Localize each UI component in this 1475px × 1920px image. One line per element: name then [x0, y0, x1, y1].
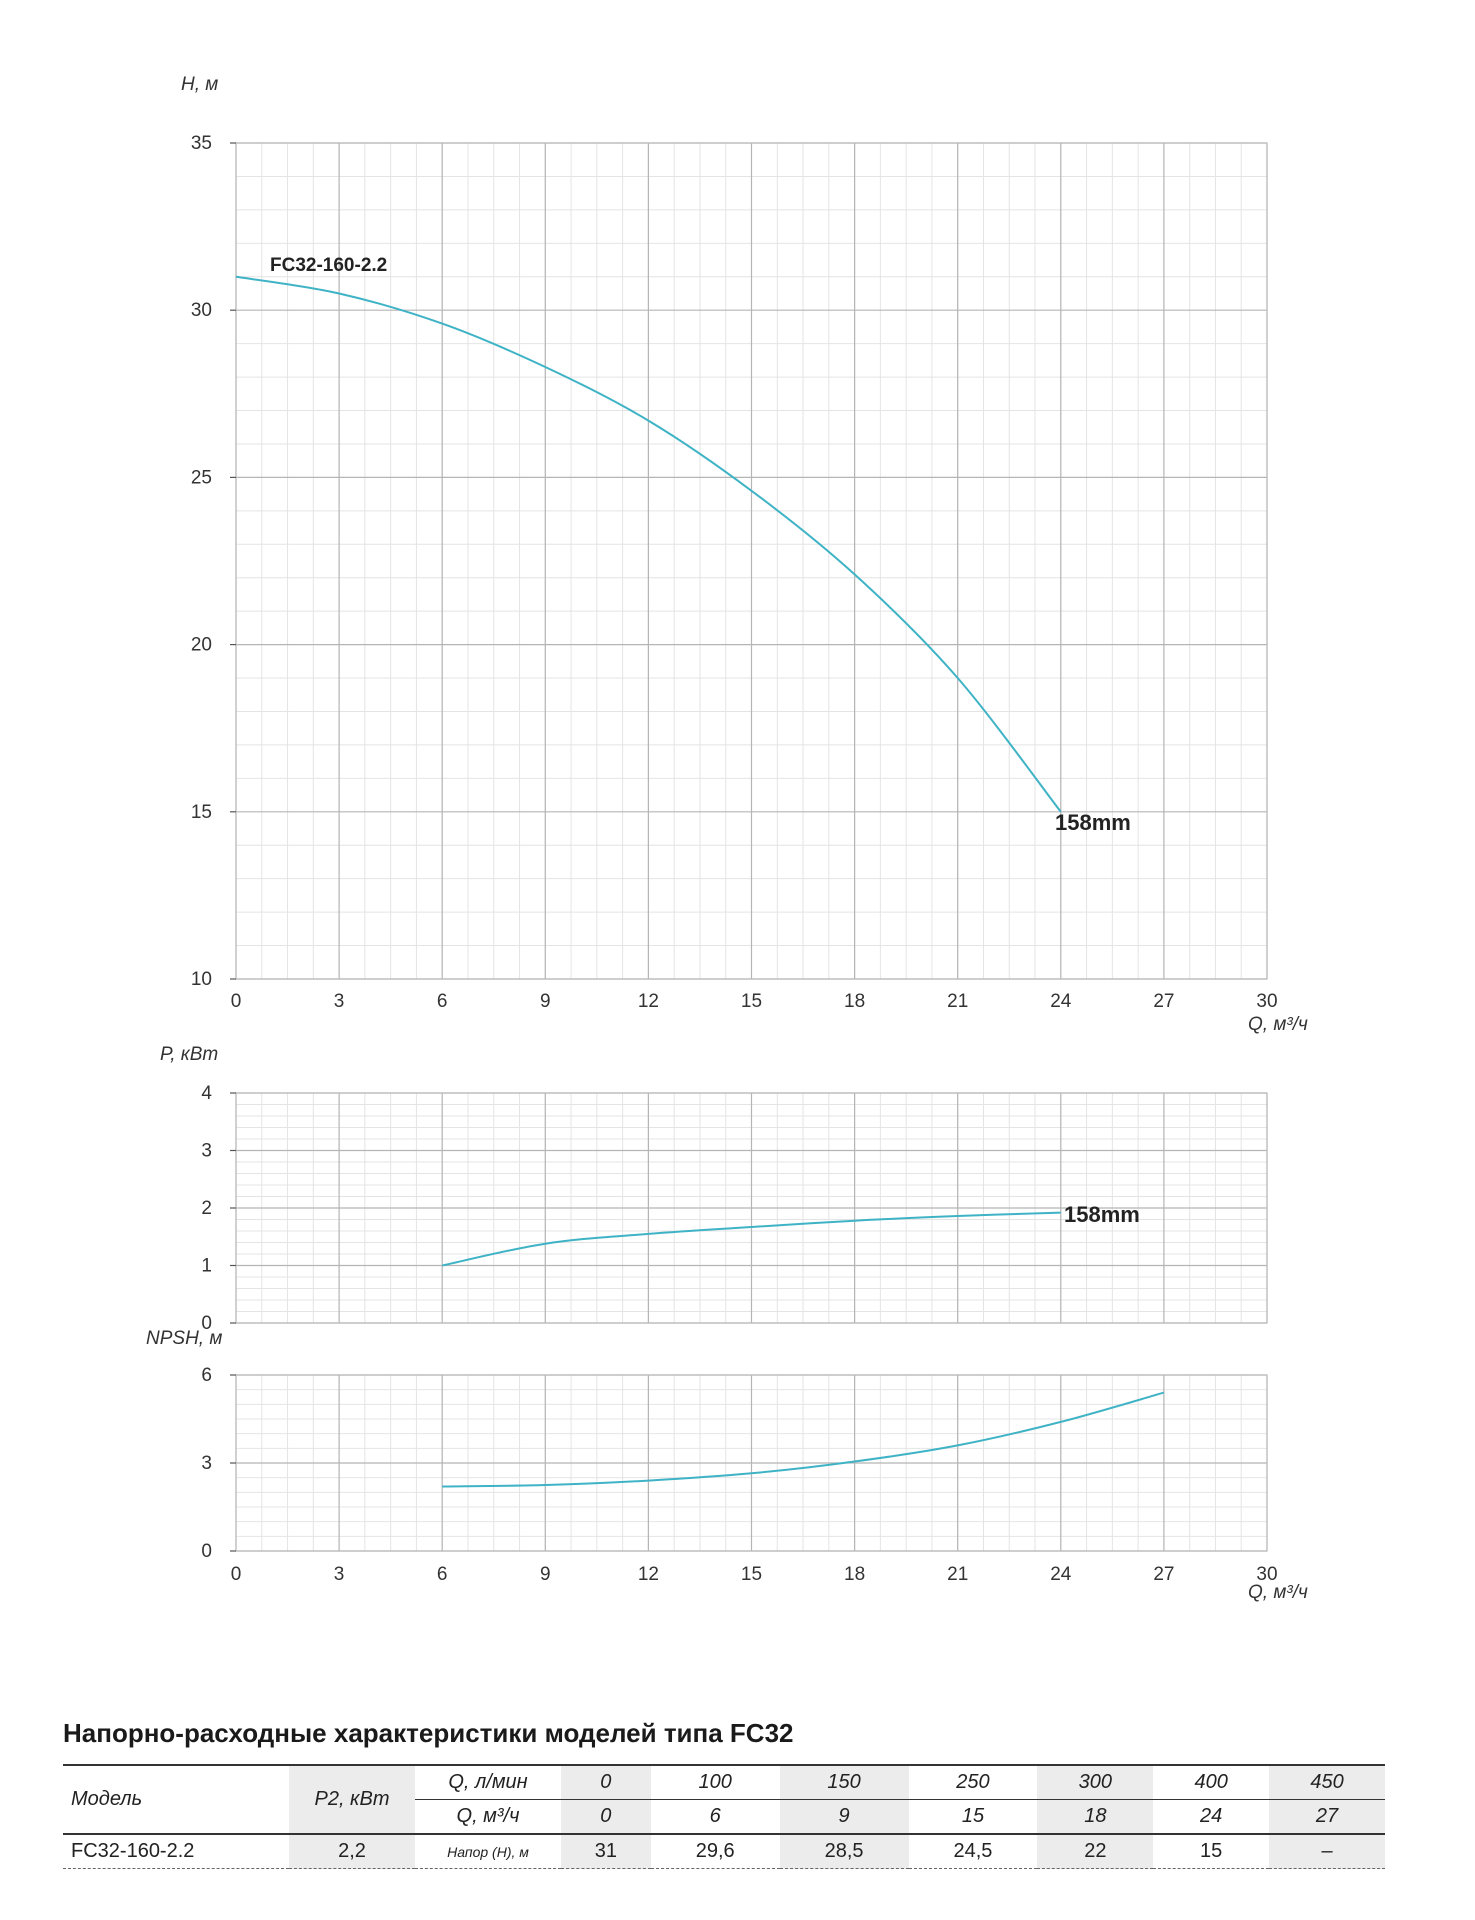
y-tick-label: 3	[201, 1453, 212, 1474]
x-tick-label: 3	[334, 991, 345, 1012]
y-tick-label: 10	[191, 969, 212, 990]
model-label: FC32-160-2.2	[270, 255, 387, 276]
y-tick-label: 25	[191, 467, 212, 488]
power-chart: P, кВт 0 1 2 3 4 158mm	[160, 1044, 1268, 1334]
q-m3h-cell: 15	[908, 1799, 1038, 1834]
x-tick-label: 3	[334, 1564, 345, 1585]
head-x-axis-label: Q, м³/ч	[1248, 1014, 1308, 1035]
x-tick-label: 12	[638, 1564, 659, 1585]
y-tick-label: 4	[201, 1083, 212, 1104]
power-cell: 2,2	[289, 1833, 415, 1869]
y-tick-label: 1	[201, 1256, 212, 1277]
x-tick-label: 6	[437, 1564, 448, 1585]
table-header-row-q-m3h: Q, м³/ч 0 6 9 15 18 24 27	[63, 1799, 1385, 1834]
y-tick-label: 35	[191, 133, 212, 154]
model-cell: FC32-160-2.2	[63, 1833, 289, 1869]
y-tick-label: 2	[201, 1198, 212, 1219]
section-title: Напорно-расходные характеристики моделей…	[63, 1718, 794, 1748]
table-header-row-q-lmin: Модель P2, кВт Q, л/мин 0 100 150 250 30…	[63, 1764, 1385, 1834]
head-chart: H, м 0 3 6 9 12 15 18 21 24 27 30 10 15 20 25 30 35 FC3…	[181, 74, 1308, 1035]
x-tick-label: 24	[1050, 991, 1072, 1012]
head-cell: 15	[1153, 1833, 1270, 1869]
head-curve-158mm	[235, 275, 1062, 813]
q-lmin-row-label: Q, л/мин	[415, 1764, 561, 1800]
x-tick-label: 18	[844, 1564, 865, 1585]
y-tick-label: 6	[201, 1365, 212, 1386]
head-cell: 24,5	[908, 1833, 1038, 1869]
power-column-header: P2, кВт	[289, 1764, 415, 1834]
q-lmin-cell: 400	[1153, 1764, 1270, 1800]
q-m3h-row-label: Q, м³/ч	[415, 1799, 561, 1834]
performance-table: Модель P2, кВт Q, л/мин 0 100 150 250 30…	[63, 1764, 1385, 1869]
q-m3h-cell: 27	[1269, 1799, 1385, 1834]
y-tick-label: 0	[201, 1313, 212, 1334]
y-tick-label: 3	[201, 1141, 212, 1162]
x-tick-label: 21	[947, 991, 968, 1012]
head-cell: 28,5	[779, 1833, 909, 1869]
npsh-y-axis-label: NPSH, м	[146, 1328, 222, 1349]
power-curve-label: 158mm	[1064, 1202, 1140, 1227]
head-row-label: Напор (H), м	[415, 1833, 561, 1869]
q-m3h-cell: 6	[650, 1799, 780, 1834]
x-tick-label: 30	[1256, 991, 1277, 1012]
head-cell: 22	[1037, 1833, 1154, 1869]
x-tick-label: 0	[231, 991, 242, 1012]
x-tick-label: 27	[1153, 1564, 1174, 1585]
q-lmin-cell: 250	[908, 1764, 1038, 1800]
y-tick-label: 30	[191, 300, 212, 321]
head-curve-label: 158mm	[1055, 810, 1131, 835]
q-m3h-cell: 18	[1037, 1799, 1154, 1834]
x-tick-label: 21	[947, 1564, 968, 1585]
power-curve-158mm	[441, 1211, 1061, 1267]
q-m3h-cell: 0	[561, 1799, 651, 1834]
x-tick-label: 15	[741, 1564, 762, 1585]
npsh-curve	[442, 1391, 1165, 1488]
head-cell: –	[1269, 1833, 1385, 1869]
x-tick-label: 9	[540, 991, 551, 1012]
x-tick-label: 24	[1050, 1564, 1072, 1585]
q-lmin-cell: 150	[779, 1764, 909, 1800]
y-tick-label: 0	[201, 1541, 212, 1562]
x-tick-label: 30	[1256, 1564, 1277, 1585]
power-y-axis-label: P, кВт	[160, 1044, 218, 1065]
q-lmin-cell: 450	[1269, 1764, 1385, 1800]
table-row: FC32-160-2.2 2,2 Напор (H), м 31 29,6 28…	[63, 1833, 1385, 1869]
npsh-x-axis-label: Q, м³/ч	[1248, 1582, 1308, 1603]
head-y-axis-label: H, м	[181, 74, 218, 95]
q-lmin-cell: 300	[1037, 1764, 1154, 1800]
x-tick-label: 27	[1153, 991, 1174, 1012]
npsh-chart: NPSH, м 0 3 6 9 12 15 18 21 24 27 30 0 3 6 Q, м³/ч	[146, 1328, 1308, 1603]
x-tick-label: 15	[741, 991, 762, 1012]
x-tick-label: 9	[540, 1564, 551, 1585]
q-m3h-cell: 9	[779, 1799, 909, 1834]
q-lmin-cell: 0	[561, 1764, 651, 1800]
head-cell: 31	[561, 1833, 651, 1869]
y-tick-label: 20	[191, 635, 212, 656]
x-tick-label: 6	[437, 991, 448, 1012]
model-column-header: Модель	[63, 1764, 289, 1834]
q-lmin-cell: 100	[650, 1764, 780, 1800]
y-tick-label: 15	[191, 802, 212, 823]
x-tick-label: 0	[231, 1564, 242, 1585]
x-tick-label: 18	[844, 991, 865, 1012]
plot-frame	[235, 142, 1268, 980]
head-cell: 29,6	[650, 1833, 780, 1869]
q-m3h-cell: 24	[1153, 1799, 1270, 1834]
x-tick-label: 12	[638, 991, 659, 1012]
